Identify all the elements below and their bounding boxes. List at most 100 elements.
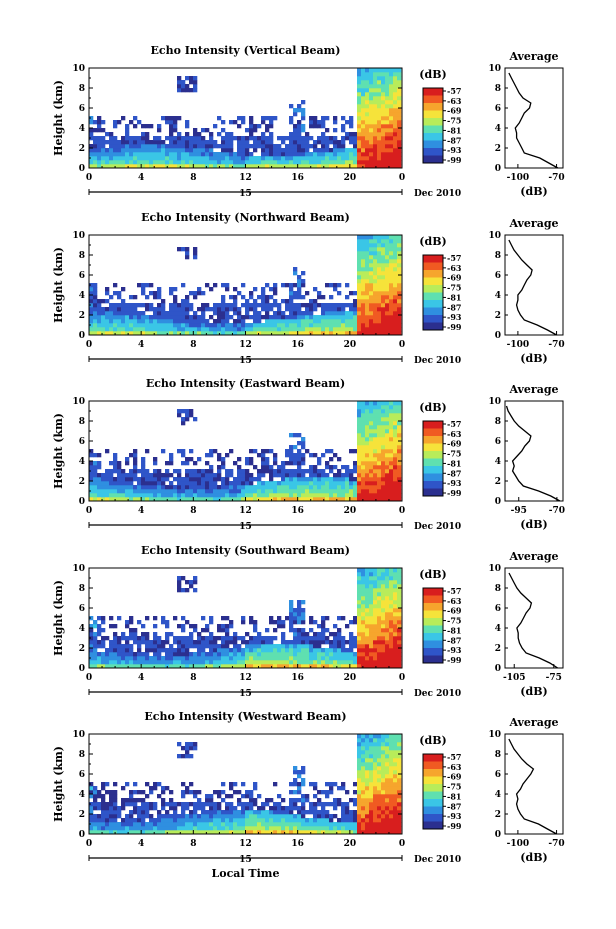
heatmap-cell (141, 485, 146, 490)
heatmap-cell (249, 497, 254, 502)
heatmap-cell (285, 830, 290, 835)
heatmap-cell (269, 485, 274, 490)
heatmap-cell (373, 401, 378, 406)
heatmap-cell (269, 465, 274, 470)
heatmap-cell (337, 485, 342, 490)
heatmap-cell (269, 652, 274, 657)
heatmap-cell (197, 636, 202, 641)
heatmap-cell (293, 612, 298, 617)
heatmap-cell (249, 830, 254, 835)
heatmap-cell (89, 826, 94, 831)
heatmap-cell (381, 96, 386, 101)
heatmap-cell (397, 271, 402, 276)
heatmap-cell (109, 148, 114, 153)
heatmap-cell (241, 315, 246, 320)
heatmap-cell (125, 664, 130, 669)
heatmap-cell (249, 664, 254, 669)
heatmap-cell (237, 331, 242, 336)
heatmap-cell (117, 307, 122, 312)
heatmap-cell (233, 152, 238, 157)
heatmap-cell (113, 648, 118, 653)
heatmap-cell (289, 616, 294, 621)
heatmap-cell (125, 822, 130, 827)
heatmap-cell (177, 413, 182, 418)
heatmap-cell (189, 136, 194, 141)
heatmap-cell (213, 640, 218, 645)
heatmap-cell (381, 754, 386, 759)
heatmap-cell (209, 307, 214, 312)
x-tick-label: 0 (86, 173, 92, 183)
heatmap-cell (297, 124, 302, 129)
heatmap-cell (201, 136, 206, 141)
heatmap-cell (369, 604, 374, 609)
heatmap-cell (241, 120, 246, 125)
x-tick-label: 16 (291, 173, 304, 183)
heatmap-cell (197, 148, 202, 153)
heatmap-cell (313, 497, 318, 502)
heatmap-cell (149, 144, 154, 149)
heatmap-cell (389, 814, 394, 819)
heatmap-cell (205, 810, 210, 815)
heatmap-cell (121, 152, 126, 157)
heatmap-cell (233, 652, 238, 657)
heatmap-cell (329, 477, 334, 482)
heatmap-cell (297, 307, 302, 312)
heatmap-cell (261, 164, 266, 169)
heatmap-cell (225, 640, 230, 645)
heatmap-cell (285, 497, 290, 502)
heatmap-cell (393, 92, 398, 97)
heatmap-cell (365, 734, 370, 739)
heatmap-cell (329, 632, 334, 637)
heatmap-cell (313, 465, 318, 470)
heatmap-cell (381, 778, 386, 783)
heatmap-cell (157, 644, 162, 649)
colorbar-swatch (423, 610, 443, 619)
heatmap-cell (305, 307, 310, 312)
heatmap-cell (353, 818, 358, 823)
heatmap-cell (265, 327, 270, 332)
y-tick-label: 2 (79, 144, 85, 154)
heatmap-cell (365, 778, 370, 783)
heatmap-cell (281, 485, 286, 490)
heatmap-cell (149, 660, 154, 665)
heatmap-cell (381, 120, 386, 125)
heatmap-cell (229, 449, 234, 454)
heatmap-cell (153, 477, 158, 482)
heatmap-cell (133, 323, 138, 328)
heatmap-cell (369, 433, 374, 438)
heatmap-cell (377, 144, 382, 149)
heatmap-cell (377, 493, 382, 498)
heatmap-cell (357, 136, 362, 141)
heatmap-cell (357, 604, 362, 609)
heatmap-cell (357, 497, 362, 502)
heatmap-cell (369, 421, 374, 426)
heatmap-cell (225, 493, 230, 498)
heatmap-cell (397, 497, 402, 502)
heatmap-cell (229, 497, 234, 502)
heatmap-cell (373, 76, 378, 81)
heatmap-cell (97, 818, 102, 823)
heatmap-cell (133, 790, 138, 795)
heatmap-cell (89, 814, 94, 819)
heatmap-cell (397, 624, 402, 629)
heatmap-cell (161, 818, 166, 823)
colorbar-tick-label: -99 (447, 655, 462, 665)
heatmap-cell (373, 469, 378, 474)
heatmap-cell (189, 742, 194, 747)
heatmap-cell (369, 830, 374, 835)
heatmap-cell (329, 449, 334, 454)
heatmap-cell (309, 782, 314, 787)
heatmap-cell (281, 648, 286, 653)
heatmap-cell (293, 485, 298, 490)
heatmap-cell (189, 584, 194, 589)
heatmap-cell (397, 636, 402, 641)
heatmap-cell (241, 830, 246, 835)
heatmap-cell (377, 239, 382, 244)
heatmap-cell (289, 604, 294, 609)
heatmap-cell (305, 331, 310, 336)
heatmap-cell (385, 580, 390, 585)
heatmap-cell (177, 624, 182, 629)
heatmap-cell (357, 267, 362, 272)
heatmap-cell (93, 826, 98, 831)
heatmap-cell (293, 620, 298, 625)
